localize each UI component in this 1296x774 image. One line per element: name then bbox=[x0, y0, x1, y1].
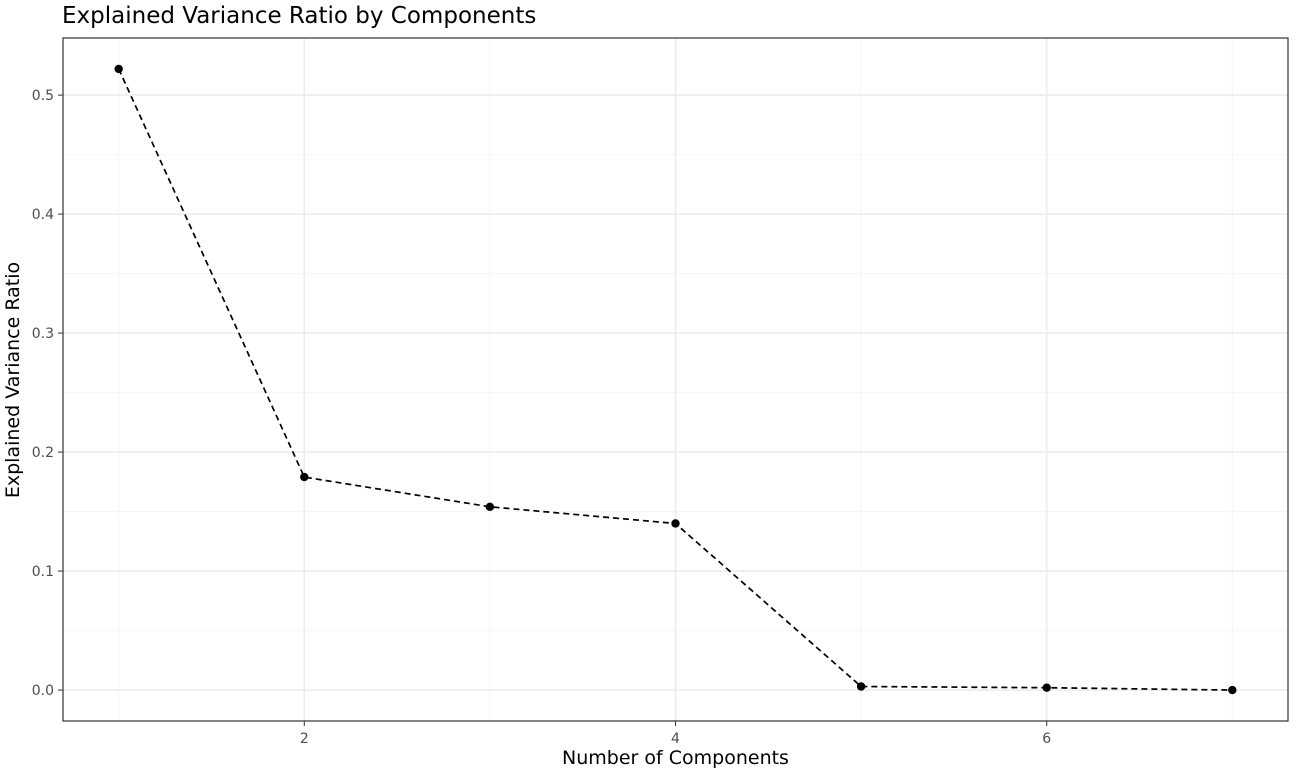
y-tick-label: 0.4 bbox=[32, 207, 54, 223]
data-point bbox=[485, 502, 495, 512]
y-tick-label: 0.3 bbox=[32, 326, 54, 342]
x-tick-label: 2 bbox=[300, 731, 309, 747]
x-axis-ticks: 2 4 6 bbox=[300, 721, 1051, 747]
x-tick-label: 6 bbox=[1042, 731, 1051, 747]
data-point bbox=[856, 682, 866, 691]
data-point bbox=[300, 472, 309, 482]
y-tick-label: 0.0 bbox=[32, 683, 54, 699]
y-tick-label: 0.2 bbox=[32, 445, 54, 461]
data-point bbox=[1228, 685, 1237, 695]
y-tick-label: 0.5 bbox=[32, 88, 54, 104]
x-tick-label: 4 bbox=[671, 731, 680, 747]
data-point bbox=[671, 519, 680, 528]
data-point bbox=[1042, 683, 1051, 692]
data-point bbox=[114, 64, 123, 74]
y-tick-label: 0.1 bbox=[32, 564, 54, 580]
grid-major bbox=[63, 38, 1288, 721]
y-axis-title: Explained Variance Ratio bbox=[2, 262, 24, 498]
x-axis-title: Number of Components bbox=[562, 747, 789, 769]
chart-title: Explained Variance Ratio by Components bbox=[62, 3, 536, 29]
y-axis-ticks: 0.0 0.1 0.2 0.3 0.4 0.5 bbox=[32, 88, 63, 699]
data-points bbox=[114, 64, 1237, 695]
